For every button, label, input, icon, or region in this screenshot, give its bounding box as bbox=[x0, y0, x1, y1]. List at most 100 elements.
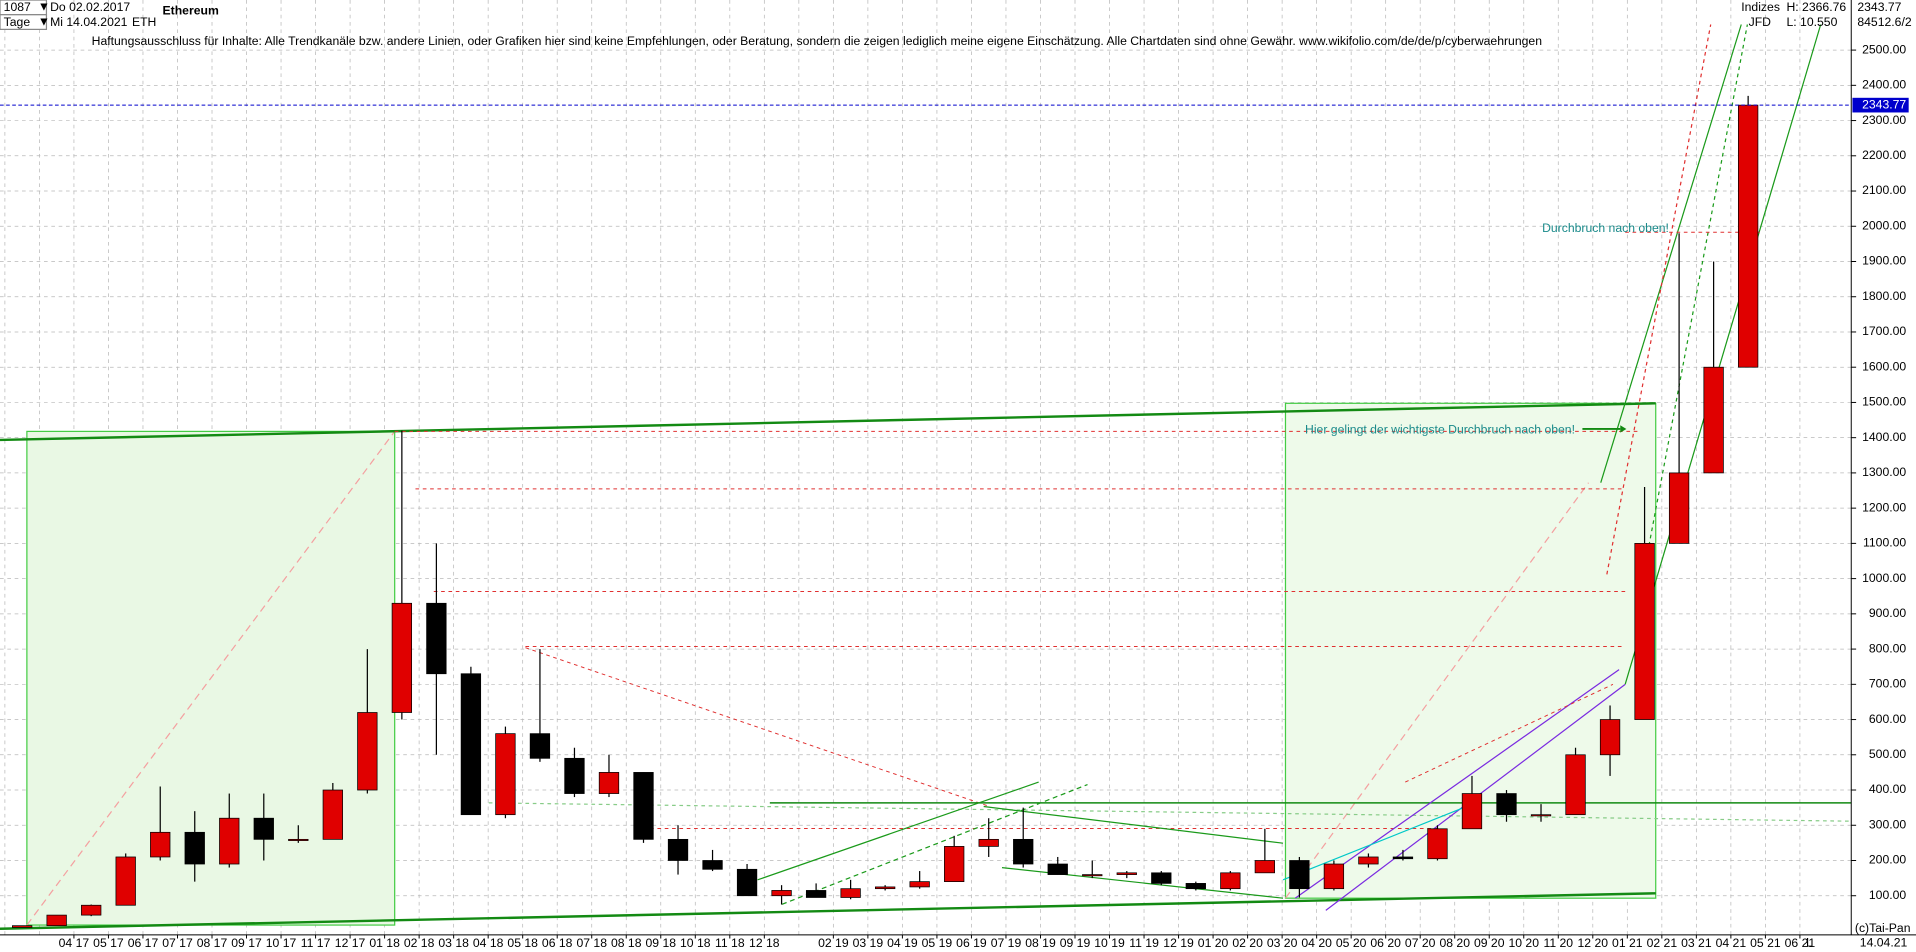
x-tick-label: 10 20 bbox=[1508, 936, 1539, 950]
x-tick-label: 07 17 bbox=[162, 936, 193, 950]
candle-body bbox=[1116, 872, 1137, 875]
candle-body bbox=[1496, 793, 1517, 816]
candle-body bbox=[1289, 860, 1310, 890]
candle-body bbox=[1599, 719, 1621, 756]
header-box bbox=[0, 14, 48, 30]
candle-body bbox=[184, 831, 205, 865]
candle-body bbox=[1703, 366, 1724, 474]
x-tick-label: 09 18 bbox=[645, 936, 676, 950]
x-tick-label: 01 18 bbox=[369, 936, 400, 950]
candle-body bbox=[1530, 814, 1552, 817]
candle-body bbox=[391, 602, 413, 713]
y-tick-label: 600.00 bbox=[1869, 712, 1907, 726]
y-tick-label: 300.00 bbox=[1869, 817, 1907, 831]
y-tick-label: 1000.00 bbox=[1862, 571, 1906, 585]
candle-body bbox=[150, 831, 171, 858]
y-tick-label: 800.00 bbox=[1869, 641, 1907, 655]
x-tick-label: 11 19 bbox=[1129, 936, 1159, 950]
x-tick-label: 11 18 bbox=[715, 936, 745, 950]
x-tick-label: 02 21 bbox=[1647, 936, 1678, 950]
y-tick-label: 1700.00 bbox=[1862, 324, 1906, 338]
candle-body bbox=[219, 817, 240, 865]
y-tick-label: 500.00 bbox=[1869, 747, 1907, 761]
candle-body bbox=[598, 772, 620, 794]
candle-body bbox=[1082, 874, 1103, 877]
candle-body bbox=[1668, 472, 1690, 544]
x-tick-label: 05 19 bbox=[922, 936, 953, 950]
x-tick-label: 01 20 bbox=[1198, 936, 1229, 950]
trend-line bbox=[0, 402, 1656, 442]
chart-title: Ethereum bbox=[163, 3, 219, 17]
y-tick-label: 400.00 bbox=[1869, 782, 1907, 796]
dropdown[interactable]: ▼ bbox=[38, 0, 50, 14]
x-tick-label: 05 17 bbox=[93, 936, 124, 950]
y-tick-label: 1300.00 bbox=[1862, 465, 1906, 479]
annotation-arrow-head bbox=[1620, 425, 1627, 433]
x-tick-label: 03 20 bbox=[1267, 936, 1298, 950]
x-tick-label: 04 21 bbox=[1716, 936, 1747, 950]
x-tick-label: 06 19 bbox=[956, 936, 987, 950]
x-tick-label: 12 17 bbox=[335, 936, 366, 950]
x-tick-label: 06 18 bbox=[542, 936, 573, 950]
x-tick-label: 10 17 bbox=[266, 936, 297, 950]
candle-body bbox=[978, 838, 999, 847]
candle-body bbox=[667, 838, 689, 861]
candle-body bbox=[771, 890, 792, 897]
x-tick-label: 08 19 bbox=[1025, 936, 1056, 950]
candle-body bbox=[840, 888, 861, 898]
candle-body bbox=[12, 925, 33, 928]
last-price-box bbox=[1852, 97, 1909, 113]
x-tick-label: 07 20 bbox=[1405, 936, 1436, 950]
candle-body bbox=[322, 789, 343, 840]
trend-line bbox=[1405, 683, 1614, 783]
x-tick-label: 06 20 bbox=[1370, 936, 1401, 950]
trend-line bbox=[1624, 24, 1822, 685]
x-tick-label: 07 18 bbox=[576, 936, 607, 950]
scale-mode: L bbox=[1806, 936, 1813, 950]
candle-body bbox=[1254, 860, 1276, 874]
low: L: 10.550 bbox=[1786, 15, 1837, 29]
candles bbox=[12, 95, 1759, 928]
copyright: (c)Tai-Pan bbox=[1855, 921, 1911, 935]
annotation: Durchbruch nach oben! bbox=[1542, 221, 1669, 235]
candle-body bbox=[874, 886, 896, 890]
candle-body bbox=[736, 868, 758, 897]
disclaimer: Haftungsausschluss für Inhalte: Alle Tre… bbox=[92, 34, 1542, 48]
candle-body bbox=[1220, 872, 1241, 890]
x-tick-label: 03 21 bbox=[1681, 936, 1712, 950]
candle-body bbox=[633, 772, 654, 840]
trend-line bbox=[1294, 669, 1620, 899]
x-tick-label: 04 20 bbox=[1301, 936, 1332, 950]
trend-line bbox=[983, 805, 1284, 844]
candle-body bbox=[426, 602, 447, 675]
dropdown[interactable]: ▼ bbox=[38, 14, 50, 28]
candle-body bbox=[1737, 104, 1759, 368]
x-tick-label: 10 18 bbox=[680, 936, 711, 950]
candle-body bbox=[1151, 872, 1172, 884]
last-price-header: 2343.77 bbox=[1857, 0, 1901, 14]
x-tick-label: 04 19 bbox=[887, 936, 918, 950]
candle-body bbox=[1323, 863, 1345, 890]
y-tick-label: 1500.00 bbox=[1862, 395, 1906, 409]
x-tick-label: 04 17 bbox=[59, 936, 90, 950]
y-tick-label: 2400.00 bbox=[1862, 78, 1906, 92]
y-tick-label: 2200.00 bbox=[1862, 148, 1906, 162]
y-tick-label: 2500.00 bbox=[1862, 42, 1906, 56]
x-tick-label: 02 19 bbox=[818, 936, 849, 950]
y-tick-label: 1800.00 bbox=[1862, 289, 1906, 303]
trend-line bbox=[781, 783, 1088, 905]
footer-date: 14.04.21 bbox=[1860, 936, 1908, 950]
y-tick-label: 1100.00 bbox=[1863, 536, 1906, 550]
x-tick-label: 05 18 bbox=[507, 936, 538, 950]
trend-line bbox=[1606, 24, 1712, 575]
x-tick-label: 05 21 bbox=[1750, 936, 1781, 950]
last-price-label: 2343.77 bbox=[1862, 97, 1906, 111]
broker: JFD bbox=[1749, 15, 1772, 29]
x-tick-label: 09 19 bbox=[1060, 936, 1091, 950]
candle-body bbox=[564, 757, 585, 794]
y-tick-label: 900.00 bbox=[1869, 606, 1907, 620]
x-tick-label: 08 18 bbox=[611, 936, 642, 950]
x-tick-label: 06 17 bbox=[128, 936, 159, 950]
x-tick-label: 01 21 bbox=[1612, 936, 1643, 950]
